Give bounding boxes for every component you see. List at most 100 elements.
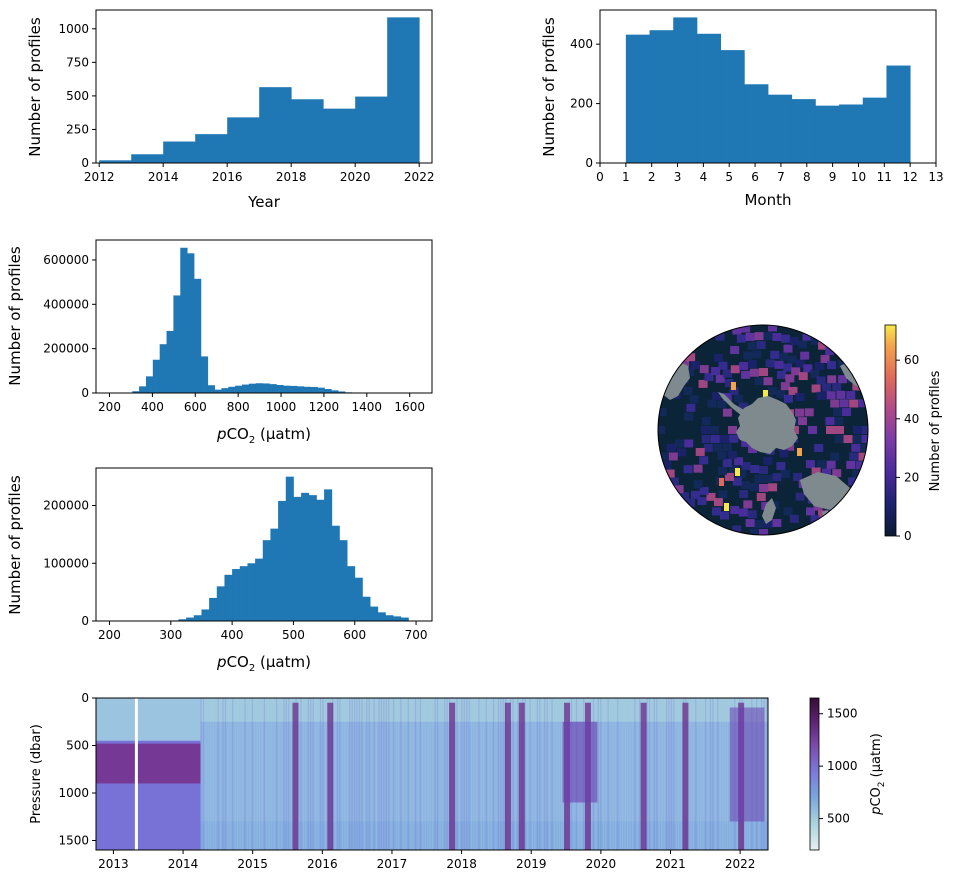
section-profile xyxy=(354,698,356,850)
map-hotspot xyxy=(763,390,768,398)
section-profile xyxy=(256,698,258,850)
month-xtick-label: 0 xyxy=(596,170,604,184)
pco2b-xtick-label: 200 xyxy=(98,628,121,642)
pco2a-bar xyxy=(276,385,284,393)
section-profile xyxy=(422,698,424,850)
section-data-gap xyxy=(134,698,138,850)
pco2b-bar xyxy=(347,566,356,621)
section-profile xyxy=(344,698,346,850)
map-cell xyxy=(814,443,824,452)
map-cell xyxy=(768,483,778,492)
section-event xyxy=(682,702,689,850)
map-cell xyxy=(711,366,721,375)
month-xtick-label: 10 xyxy=(851,170,866,184)
map-hotspot xyxy=(797,448,802,456)
map-cell xyxy=(699,456,709,465)
section-profile xyxy=(636,698,638,850)
section-xtick-label: 2016 xyxy=(307,857,338,871)
section-profile xyxy=(517,698,519,850)
map-cell xyxy=(701,426,710,434)
section-profile xyxy=(336,698,339,850)
section-profile xyxy=(212,698,214,850)
map-cell xyxy=(763,456,773,465)
section-profile xyxy=(317,698,319,850)
map-cell xyxy=(822,383,832,392)
pco2a-bar xyxy=(214,389,222,393)
map-cell xyxy=(658,408,667,417)
pco2b-bar xyxy=(186,617,195,621)
year-xlabel: Year xyxy=(247,193,281,211)
map-cell xyxy=(703,443,713,452)
section-profile xyxy=(614,698,616,850)
month-xtick-label: 8 xyxy=(803,170,811,184)
year-xtick-label: 2014 xyxy=(148,170,179,184)
section-axes: 2013 2014 2015 2016 2017 2018 2019 2020 2021 2022… xyxy=(58,691,755,871)
map-cell xyxy=(729,465,739,474)
pco2b-xtick-label: 300 xyxy=(159,628,182,642)
section-profile xyxy=(339,698,341,850)
pco2a-ylabel: Number of profiles xyxy=(6,246,24,386)
map-cell xyxy=(806,507,815,516)
section-profile xyxy=(373,698,375,850)
section-early-surface xyxy=(96,698,201,741)
section-profile xyxy=(483,698,485,850)
section-profile xyxy=(631,698,634,850)
map-cell xyxy=(808,426,817,434)
month-bars xyxy=(625,17,911,164)
section-profile xyxy=(302,698,305,850)
section-profile xyxy=(200,698,202,850)
map-cell xyxy=(861,434,868,443)
pco2a-xlabel: pCO2 (μatm) xyxy=(216,425,311,446)
map-cell xyxy=(741,370,751,379)
map-cell xyxy=(810,369,820,378)
map-cell xyxy=(767,325,777,332)
map-cell xyxy=(838,375,848,384)
map-cell xyxy=(749,483,759,492)
section-profile xyxy=(697,698,699,850)
map-cell xyxy=(759,466,768,474)
section-profile xyxy=(412,698,414,850)
map-cell xyxy=(720,434,730,443)
map-cell xyxy=(734,394,744,403)
australia xyxy=(800,472,850,510)
section-profile xyxy=(366,698,368,850)
month-bar xyxy=(649,30,674,164)
map-cell xyxy=(727,450,737,459)
map-cell xyxy=(754,332,764,341)
map-cell xyxy=(858,452,868,461)
map-cell xyxy=(680,359,690,368)
map-cell xyxy=(776,370,786,379)
map-cell xyxy=(827,375,837,384)
section-profile xyxy=(271,698,273,850)
section-colorbar-ticks: 500 1000 1500 xyxy=(819,707,858,826)
map-cell xyxy=(853,426,862,434)
year-xtick-label: 2016 xyxy=(212,170,243,184)
map-cell xyxy=(781,334,791,343)
year-ytick-label: 1000 xyxy=(58,22,89,36)
section-profile xyxy=(539,698,541,850)
section-profile xyxy=(719,698,721,850)
map-cell xyxy=(730,346,740,355)
section-profile xyxy=(617,698,619,850)
section-profile xyxy=(470,698,473,850)
pco2a-xtick-label: 600 xyxy=(184,400,207,414)
map-cell xyxy=(666,443,676,452)
map-cell xyxy=(804,408,814,417)
section-profile xyxy=(653,698,655,850)
section-profile xyxy=(558,698,560,850)
map-cell xyxy=(747,341,757,350)
section-xtick-label: 2021 xyxy=(655,857,686,871)
section-event xyxy=(504,702,511,850)
map-cell xyxy=(739,489,749,498)
map-cell xyxy=(836,390,846,399)
section-profile xyxy=(600,698,602,850)
section-profile xyxy=(288,698,290,850)
section-profile xyxy=(673,698,675,850)
map-cell xyxy=(832,382,842,391)
section-profile xyxy=(468,698,470,850)
pco2b-ylabel: Number of profiles xyxy=(6,475,24,615)
map-cell xyxy=(722,369,732,378)
pco2a-ytick-label: 0 xyxy=(81,386,89,400)
pco2a-xtick-label: 1600 xyxy=(394,400,425,414)
section-profile xyxy=(687,698,690,850)
